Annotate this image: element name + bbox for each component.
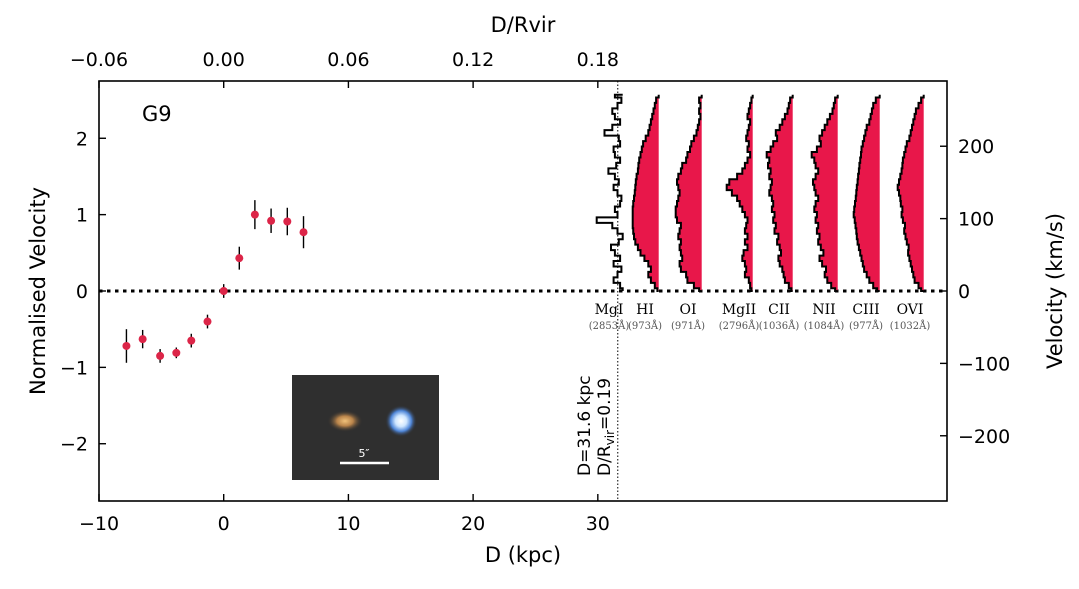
spectrum-oi: OI (971Å): [671, 94, 705, 332]
vline-label-ratio-base: D/R: [595, 445, 615, 476]
spectrum-cii: CII (1036Å): [759, 94, 800, 332]
spectrum-outline: [674, 94, 703, 292]
absorption-spectra: MgI(2853Å)HI(973Å)OI(971Å)MgII(2796Å)CII…: [589, 93, 931, 332]
data-point: [138, 335, 147, 344]
panel-label: G9: [142, 102, 172, 126]
spectrum-fill: [726, 94, 753, 291]
vline-label-ratio-sub: vir: [603, 430, 617, 445]
spectrum-outline: [765, 94, 794, 292]
data-point: [203, 317, 212, 326]
spectrum-fill: [853, 94, 880, 291]
x-top-tick-label: 0.18: [577, 49, 619, 71]
y-axis-left-label: Normalised Velocity: [26, 187, 50, 395]
inset-galaxy-blue: [385, 405, 417, 437]
y-right-tick-label: 200: [958, 136, 994, 158]
vline-label-ratio: D/Rvir=0.19: [595, 378, 617, 476]
spectrum-outline: [725, 94, 754, 292]
spectrum-wavelength-label: (977Å): [849, 320, 883, 332]
x-top-tick-label: 0.00: [203, 49, 245, 71]
spectrum-outline: [595, 93, 624, 291]
y-left-tick-label: −1: [60, 357, 88, 379]
y-right-tick-label: −100: [958, 353, 1010, 375]
data-point: [283, 217, 292, 226]
vline-label-distance: D=31.6 kpc: [575, 375, 595, 476]
y-axis-right-label: Velocity (km/s): [1043, 213, 1067, 369]
y-right-tick-label: 100: [958, 209, 994, 231]
spectrum-mgii: MgII (2796Å): [719, 94, 760, 332]
spectrum-outline: [810, 94, 839, 292]
x-bottom-tick-label: 30: [586, 513, 610, 535]
x-bottom-tick-label: 0: [218, 513, 230, 535]
spectrum-wavelength-label: (1084Å): [804, 320, 845, 332]
inset-galaxy-orange: [327, 410, 363, 432]
inset-scale-label: 5″: [358, 447, 369, 460]
spectrum-wavelength-label: (2853Å): [589, 320, 630, 332]
x-axis-top-label: D/Rvir: [491, 13, 556, 37]
data-point: [156, 351, 165, 360]
x-axis-bottom-label: D (kpc): [485, 543, 561, 567]
spectrum-ion-label: HI: [636, 302, 654, 318]
data-point: [299, 228, 308, 237]
spectrum-nii: NII (1084Å): [804, 94, 845, 332]
spectrum-ion-label: MgII: [722, 302, 756, 318]
spectrum-ion-label: OVI: [897, 302, 924, 318]
spectrum-wavelength-label: (973Å): [628, 320, 662, 332]
spectrum-fill: [632, 94, 659, 291]
y-left-tick-label: 1: [76, 205, 88, 227]
spectrum-hi: HI (973Å): [628, 94, 662, 332]
y-right-tick-label: 0: [958, 281, 970, 303]
x-bottom-tick-label: 10: [336, 513, 360, 535]
data-point: [187, 336, 196, 345]
data-series: [122, 200, 308, 363]
data-point: [219, 287, 228, 295]
spectrum-ion-label: CII: [768, 302, 790, 318]
y-left-tick-label: 0: [76, 281, 88, 303]
spectrum-ion-label: NII: [812, 302, 835, 318]
spectrum-ion-label: MgI: [595, 302, 624, 318]
spectrum-ciii: CIII (977Å): [849, 94, 883, 332]
x-bottom-tick-label: 20: [461, 513, 485, 535]
y-left-tick-label: 2: [76, 128, 88, 150]
y-right-tick-label: −200: [958, 426, 1010, 448]
spectrum-wavelength-label: (1036Å): [759, 320, 800, 332]
spectrum-outline: [631, 94, 660, 292]
y-left-tick-label: −2: [60, 434, 88, 456]
data-point: [267, 216, 276, 225]
data-point: [172, 348, 181, 357]
data-point: [235, 254, 244, 263]
axis-ticks: −10 0 10 20 30−0.06 0.00 0.06 0.12 0.18−2−1012−2…: [60, 49, 1010, 535]
spectrum-outline: [896, 94, 925, 292]
x-top-tick-label: 0.12: [452, 49, 494, 71]
data-point: [122, 341, 131, 350]
spectrum-wavelength-label: (971Å): [671, 320, 705, 332]
inset-galaxy-image: 5″: [292, 375, 439, 480]
spectrum-wavelength-label: (1032Å): [890, 320, 931, 332]
spectrum-fill: [897, 94, 924, 291]
spectrum-ovi: OVI (1032Å): [890, 94, 931, 332]
spectrum-ion-label: CIII: [852, 302, 879, 318]
x-bottom-tick-label: −10: [79, 513, 119, 535]
vline-label-ratio-rest: =0.19: [595, 378, 615, 430]
spectrum-ion-label: OI: [679, 302, 696, 318]
x-top-tick-label: −0.06: [70, 49, 128, 71]
x-top-tick-label: 0.06: [327, 49, 369, 71]
spectrum-mgi: MgI (2853Å): [589, 93, 630, 332]
spectrum-outline: [852, 94, 881, 292]
spectrum-wavelength-label: (2796Å): [719, 320, 760, 332]
data-point: [250, 210, 259, 219]
spectrum-fill: [675, 94, 702, 291]
